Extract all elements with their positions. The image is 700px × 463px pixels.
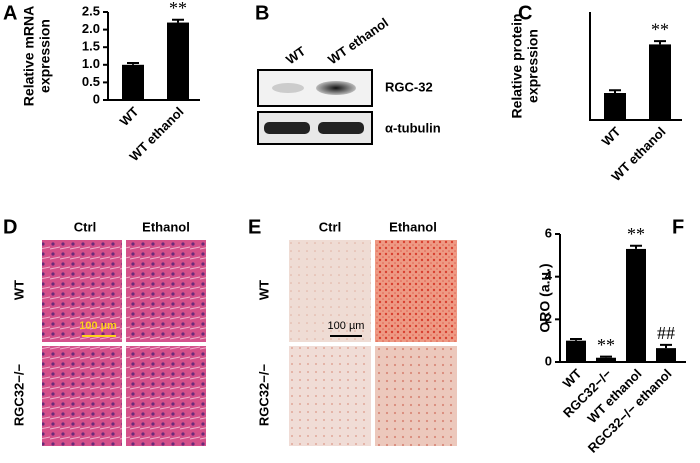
panel-label: D [3, 216, 17, 238]
error-bar [630, 244, 642, 249]
micrograph [289, 346, 371, 446]
bar [167, 22, 189, 101]
column-label: Ethanol [389, 219, 437, 234]
error-bar [660, 343, 672, 349]
bar [604, 93, 626, 120]
error-bar [609, 89, 621, 93]
y-axis-label: expression [525, 29, 541, 103]
error-bar [600, 355, 612, 358]
y-axis-label: ORO (a.u.) [537, 263, 553, 332]
micrograph [42, 346, 122, 446]
micrograph [375, 346, 457, 446]
micrograph [289, 240, 371, 342]
y-tick-label: 1.5 [82, 39, 100, 54]
micrograph [375, 240, 457, 342]
panel-label: B [255, 2, 269, 24]
significance-mark: ** [651, 19, 669, 39]
x-tick-label: WT [117, 104, 142, 129]
bar [596, 357, 616, 362]
column-label: Ctrl [319, 219, 341, 234]
scale-label: 100 µm [79, 320, 117, 332]
blot-band [316, 81, 356, 95]
x-tick-label: WT [560, 366, 585, 391]
significance-mark: ## [657, 323, 675, 343]
micrograph [42, 240, 122, 342]
y-tick-label: 4 [545, 268, 553, 283]
row-label: α-tubulin [385, 120, 441, 135]
bar [656, 348, 676, 362]
panel-label: F [672, 216, 684, 238]
bar [122, 64, 144, 100]
y-axis-label: Relative protein [509, 13, 525, 118]
significance-mark: ** [169, 0, 187, 18]
column-label: WT ethanol [325, 15, 391, 67]
blot-band [264, 122, 310, 134]
y-tick-label: 2.0 [82, 21, 100, 36]
y-tick-label: 0 [545, 353, 552, 368]
bar [649, 44, 671, 120]
significance-mark: ** [597, 335, 615, 355]
panel-label: E [248, 216, 261, 238]
row-label: WT [11, 280, 26, 300]
micrograph [126, 240, 206, 342]
y-axis-label: expression [37, 19, 53, 93]
row-label: RGC32−/− [11, 364, 26, 427]
significance-mark: ** [627, 224, 645, 244]
error-bar [654, 40, 666, 45]
y-tick-label: 0.5 [82, 74, 100, 89]
column-label: WT [283, 43, 308, 67]
error-bar [127, 62, 139, 65]
micrograph [126, 346, 206, 446]
column-label: Ctrl [74, 219, 96, 234]
row-label: WT [256, 280, 271, 300]
y-tick-label: 2 [545, 311, 552, 326]
bar [566, 340, 586, 362]
blot-band [272, 83, 304, 93]
row-label: RGC32−/− [256, 364, 271, 427]
y-tick-label: 6 [545, 225, 552, 240]
scale-label: 100 µm [328, 320, 365, 332]
x-tick-label: WT [599, 124, 624, 149]
bar [626, 248, 646, 362]
y-tick-label: 1.0 [82, 56, 100, 71]
row-label: RGC-32 [385, 79, 433, 94]
y-axis-label: Relative mRNA [21, 6, 37, 106]
error-bar [570, 337, 582, 341]
panel-label: C [518, 2, 532, 24]
column-label: Ethanol [142, 219, 190, 234]
error-bar [172, 18, 184, 23]
blot-band [318, 122, 364, 134]
panel-label: A [3, 2, 17, 24]
y-tick-label: 2.5 [82, 3, 100, 18]
y-tick-label: 0 [93, 91, 100, 106]
